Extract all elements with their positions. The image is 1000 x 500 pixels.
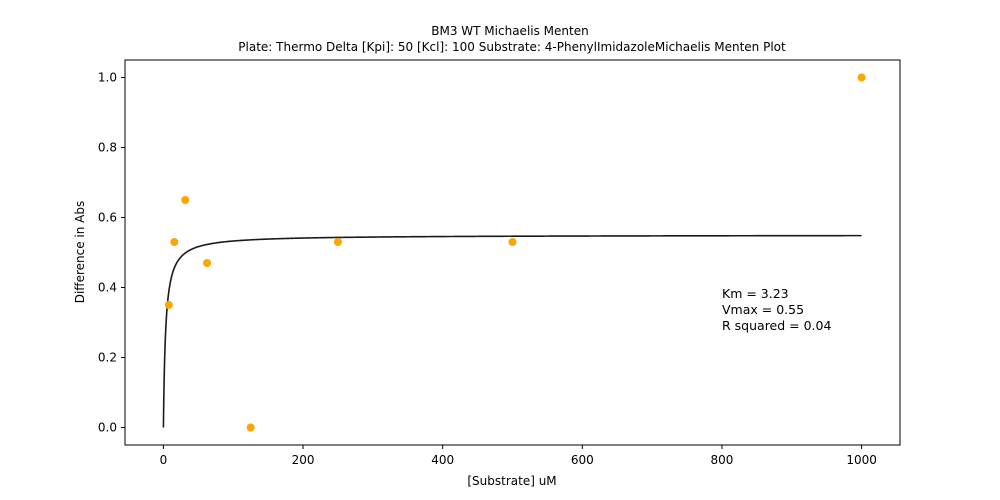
x-tick-label: 800: [711, 453, 734, 467]
y-tick-label: 0.0: [98, 421, 117, 435]
x-tick-label: 400: [431, 453, 454, 467]
fit-curve: [162, 234, 862, 428]
chart-title: BM3 WT Michaelis Menten: [431, 24, 588, 38]
data-point: [857, 73, 866, 82]
x-tick-label: 200: [292, 453, 315, 467]
x-tick-label: 0: [160, 453, 168, 467]
fit-annotation: R squared = 0.04: [722, 318, 831, 333]
data-point: [333, 238, 342, 246]
data-point: [164, 301, 173, 309]
fit-annotation: Km = 3.23: [722, 286, 789, 301]
y-tick-label: 0.2: [98, 351, 117, 365]
fit-annotation: Vmax = 0.55: [722, 302, 804, 317]
x-axis-label: [Substrate] uM: [467, 474, 556, 488]
data-point: [203, 259, 212, 267]
y-tick-label: 0.4: [98, 281, 117, 295]
y-tick-label: 1.0: [98, 71, 117, 85]
plot-area: [162, 73, 866, 432]
y-axis-label: Difference in Abs: [73, 201, 87, 304]
data-point: [246, 423, 255, 432]
axes-frame: [124, 59, 901, 446]
data-point: [181, 196, 190, 204]
y-tick-label: 0.6: [98, 211, 117, 225]
chart-subtitle: Plate: Thermo Delta [Kpi]: 50 [Kcl]: 100…: [238, 40, 786, 54]
data-point: [508, 238, 517, 246]
y-tick-label: 0.8: [98, 141, 117, 155]
x-tick-label: 1000: [846, 453, 877, 467]
x-tick-label: 600: [571, 453, 594, 467]
data-point: [170, 238, 179, 246]
